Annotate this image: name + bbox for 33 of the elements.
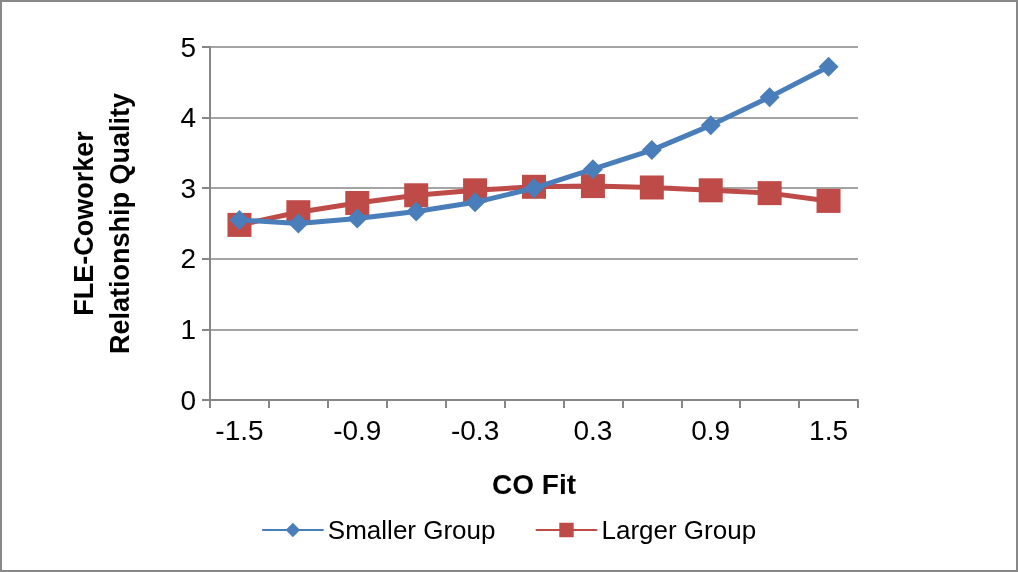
x-tick-label: 1.5 bbox=[809, 414, 849, 446]
y-tick-label: 5 bbox=[180, 31, 196, 63]
point bbox=[580, 174, 605, 199]
y-tick-label: 4 bbox=[180, 102, 196, 134]
x-axis-title: CO Fit bbox=[492, 468, 576, 500]
point bbox=[641, 140, 662, 161]
point bbox=[700, 115, 721, 136]
legend-label: Larger Group bbox=[601, 515, 757, 545]
legend-label: Smaller Group bbox=[327, 515, 496, 545]
point bbox=[347, 208, 368, 229]
x-tick-label: -0.3 bbox=[450, 414, 500, 446]
y-tick-label: 0 bbox=[180, 384, 196, 416]
point bbox=[229, 209, 250, 230]
point bbox=[288, 213, 309, 234]
x-tick-label: -1.5 bbox=[215, 414, 264, 446]
point bbox=[406, 201, 427, 222]
point bbox=[582, 159, 603, 180]
point bbox=[698, 178, 723, 203]
point bbox=[345, 191, 370, 216]
point bbox=[404, 183, 429, 208]
x-tick-label: -0.9 bbox=[333, 414, 382, 446]
point bbox=[757, 181, 782, 206]
y-tick-label: 3 bbox=[180, 172, 196, 204]
point bbox=[818, 56, 839, 77]
point bbox=[816, 188, 841, 213]
point bbox=[465, 192, 486, 213]
point bbox=[759, 87, 780, 108]
y-tick-label: 2 bbox=[180, 243, 196, 275]
x-tick-label: 0.3 bbox=[573, 414, 613, 446]
y-tick-label: 1 bbox=[180, 313, 196, 345]
point bbox=[639, 175, 664, 200]
x-tick-label: 0.9 bbox=[691, 414, 731, 446]
y-axis-title: FLE-Coworker Relationship Quality bbox=[69, 92, 135, 355]
